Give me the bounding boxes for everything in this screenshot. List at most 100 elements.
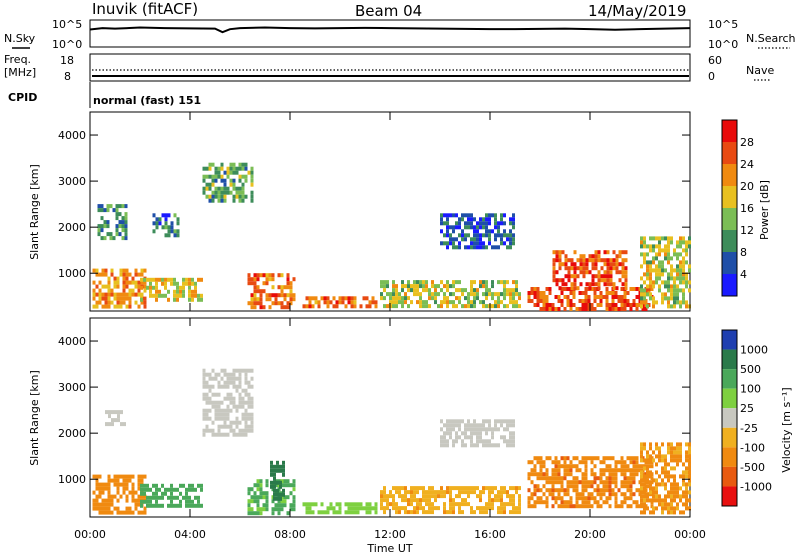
heatmap-cell bbox=[670, 486, 673, 491]
heatmap-cell bbox=[661, 466, 664, 471]
heatmap-cell bbox=[670, 256, 673, 261]
heatmap-cell bbox=[137, 502, 141, 507]
heatmap-cell bbox=[92, 474, 96, 479]
heatmap-cell bbox=[211, 428, 215, 433]
heatmap-cell bbox=[101, 284, 105, 289]
heatmap-cell bbox=[612, 250, 616, 255]
heatmap-cell bbox=[395, 300, 398, 305]
heatmap-cell bbox=[314, 300, 318, 305]
heatmap-cell bbox=[494, 494, 497, 499]
heatmap-cell bbox=[536, 460, 540, 465]
heatmap-cell bbox=[509, 237, 512, 242]
heatmap-cell bbox=[265, 491, 269, 496]
heatmap-cell bbox=[118, 224, 122, 229]
heatmap-cell bbox=[440, 221, 443, 226]
heatmap-cell bbox=[446, 423, 449, 428]
heatmap-cell bbox=[605, 307, 609, 311]
heatmap-cell bbox=[232, 166, 236, 171]
heatmap-cell bbox=[247, 380, 251, 385]
heatmap-cell bbox=[572, 504, 576, 509]
y-tick-label: 1000 bbox=[58, 473, 86, 486]
heatmap-cell bbox=[679, 240, 682, 245]
heatmap-cell bbox=[670, 284, 673, 289]
heatmap-cell bbox=[407, 296, 410, 301]
heatmap-cell bbox=[688, 470, 691, 475]
heatmap-cell bbox=[137, 486, 141, 491]
heatmap-cell bbox=[664, 470, 667, 475]
heatmap-cell bbox=[643, 288, 646, 293]
heatmap-cell bbox=[488, 498, 491, 503]
heatmap-cell bbox=[271, 301, 275, 306]
heatmap-cell bbox=[599, 303, 603, 307]
heatmap-cell bbox=[259, 301, 263, 306]
heatmap-cell bbox=[256, 503, 260, 508]
heatmap-cell bbox=[235, 170, 239, 175]
heatmap-cell bbox=[649, 510, 652, 515]
heatmap-cell bbox=[670, 264, 673, 269]
heatmap-cell bbox=[512, 502, 515, 507]
heatmap-cell bbox=[350, 510, 354, 515]
heatmap-cell bbox=[679, 510, 682, 515]
heatmap-cell bbox=[494, 292, 497, 297]
heatmap-cell bbox=[667, 272, 670, 277]
heatmap-cell bbox=[623, 484, 627, 489]
heatmap-cell bbox=[652, 296, 655, 301]
heatmap-cell bbox=[140, 474, 144, 479]
heatmap-cell bbox=[485, 419, 488, 424]
heatmap-cell bbox=[443, 233, 446, 238]
heatmap-cell bbox=[112, 208, 116, 213]
heatmap-cell bbox=[97, 232, 101, 237]
freq-tick-top: 18 bbox=[60, 54, 74, 67]
heatmap-cell bbox=[347, 300, 351, 305]
heatmap-cell bbox=[557, 488, 561, 493]
heatmap-cell bbox=[434, 494, 437, 499]
heatmap-cell bbox=[107, 510, 111, 515]
heatmap-cell bbox=[464, 225, 467, 230]
heatmap-cell bbox=[232, 396, 236, 401]
heatmap-cell bbox=[271, 273, 275, 278]
heatmap-cell bbox=[283, 479, 287, 484]
heatmap-cell bbox=[548, 307, 552, 311]
heatmap-cell bbox=[473, 443, 476, 448]
heatmap-cell bbox=[371, 300, 375, 305]
heatmap-cell bbox=[119, 268, 123, 273]
heatmap-cell bbox=[244, 372, 248, 377]
heatmap-cell bbox=[596, 456, 600, 461]
heatmap-cell bbox=[95, 304, 99, 309]
heatmap-cell bbox=[265, 273, 269, 278]
heatmap-cell bbox=[527, 460, 531, 465]
heatmap-cell bbox=[572, 464, 576, 469]
heatmap-cell bbox=[265, 479, 269, 484]
heatmap-cell bbox=[223, 380, 227, 385]
heatmap-cell bbox=[253, 289, 257, 294]
heatmap-cell bbox=[211, 404, 215, 409]
heatmap-cell bbox=[676, 296, 679, 301]
heatmap-cell bbox=[573, 250, 577, 255]
heatmap-cell bbox=[533, 488, 537, 493]
heatmap-cell bbox=[362, 506, 366, 511]
heatmap-cell bbox=[202, 432, 206, 437]
heatmap-cell bbox=[244, 368, 248, 373]
heatmap-cell bbox=[688, 264, 691, 269]
heatmap-cell bbox=[124, 224, 128, 229]
freq-panel-frame bbox=[89, 53, 691, 82]
heatmap-cell bbox=[509, 510, 512, 515]
heatmap-cell bbox=[247, 384, 251, 389]
heatmap-cell bbox=[226, 174, 230, 179]
heatmap-cell bbox=[572, 484, 576, 489]
heatmap-cell bbox=[220, 368, 224, 373]
heatmap-cell bbox=[455, 213, 458, 218]
heatmap-cell bbox=[425, 280, 428, 285]
colorbar-tick-label: 500 bbox=[740, 363, 761, 376]
heatmap-cell bbox=[582, 262, 586, 267]
x-axis-ticks: 00:00 04:00 08:00 12:00 16:00 20:00 00:00 bbox=[74, 112, 706, 541]
heatmap-cell bbox=[667, 494, 670, 499]
heatmap-cell bbox=[476, 233, 479, 238]
heatmap-cell bbox=[311, 510, 315, 515]
heatmap-cell bbox=[643, 474, 646, 479]
heatmap-cell bbox=[410, 284, 413, 289]
heatmap-cell bbox=[652, 450, 655, 455]
heatmap-cell bbox=[211, 194, 215, 199]
heatmap-cell bbox=[143, 296, 147, 301]
